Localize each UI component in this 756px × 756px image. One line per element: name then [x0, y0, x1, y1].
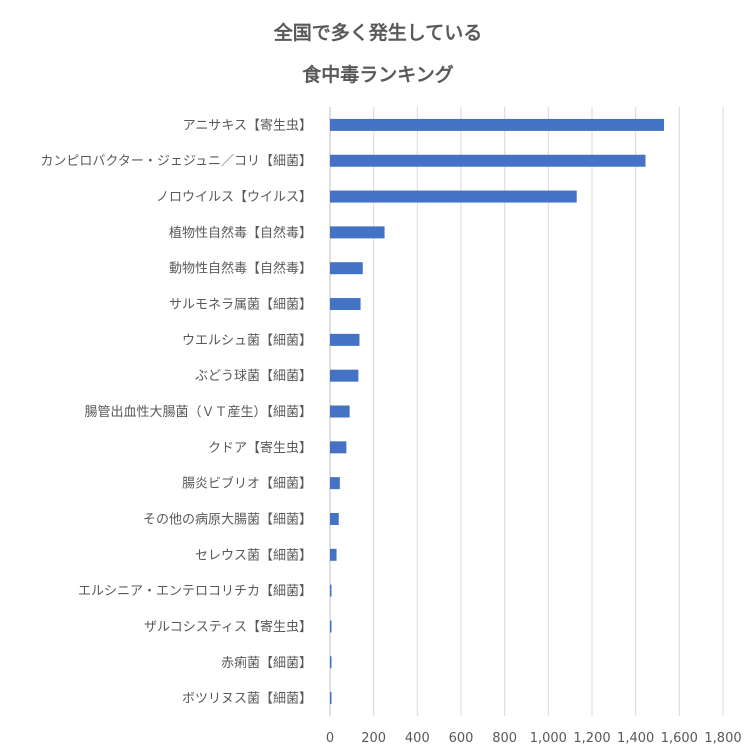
x-tick-label: 1,800	[704, 731, 741, 746]
x-tick-label: 600	[449, 731, 474, 746]
category-label: その他の病原大腸菌【細菌】	[143, 512, 312, 527]
bar	[330, 692, 332, 705]
category-label: セレウス菌【細菌】	[195, 548, 312, 563]
bar	[330, 656, 332, 669]
category-label: 赤痢菌【細菌】	[221, 655, 312, 671]
x-tick-label: 1,400	[617, 731, 654, 746]
category-label: 動物性自然毒【自然毒】	[169, 261, 312, 277]
x-tick-label: 800	[492, 731, 517, 746]
bar	[330, 118, 665, 131]
bar	[330, 512, 339, 525]
category-label: エルシニア・エンテロコリチカ【細菌】	[78, 584, 312, 599]
chart-title-line2: 食中毒ランキング	[302, 64, 454, 86]
x-tick-label: 1,000	[530, 731, 567, 746]
category-label: ザルコシスティス【寄生虫】	[144, 619, 312, 635]
bar	[330, 333, 360, 346]
bar	[330, 369, 359, 382]
category-label: ウエルシュ菌【細菌】	[182, 333, 312, 348]
category-label: 腸炎ビブリオ【細菌】	[182, 476, 312, 492]
bar	[330, 154, 646, 167]
bar	[330, 262, 363, 275]
x-tick-label: 200	[361, 731, 386, 746]
x-tick-label: 1,200	[573, 731, 610, 746]
chart-title-line1: 全国で多く発生している	[273, 22, 483, 44]
bar	[330, 405, 350, 418]
category-label: ぶどう球菌【細菌】	[195, 369, 312, 384]
bar	[330, 620, 332, 633]
x-tick-label: 0	[326, 731, 334, 746]
bar	[330, 190, 577, 203]
category-label: カンピロバクター・ジェジュニ／コリ【細菌】	[40, 154, 312, 169]
category-label: アニサキス【寄生虫】	[183, 117, 312, 133]
bar	[330, 548, 337, 561]
category-label: ボツリヌス菌【細菌】	[182, 692, 312, 707]
bar	[330, 226, 385, 239]
bar	[330, 584, 332, 597]
x-tick-label: 400	[405, 731, 430, 746]
category-label: ノロウイルス【ウイルス】	[156, 190, 312, 205]
category-label: 植物性自然毒【自然毒】	[169, 225, 312, 241]
x-tick-label: 1,600	[661, 731, 698, 746]
category-label: 腸管出血性大腸菌（ＶＴ産生）【細菌】	[84, 404, 312, 420]
bar	[330, 477, 340, 490]
bar	[330, 441, 347, 454]
bar	[330, 298, 361, 311]
category-label: クドア【寄生虫】	[208, 440, 312, 456]
category-label: サルモネラ属菌【細菌】	[169, 298, 312, 313]
